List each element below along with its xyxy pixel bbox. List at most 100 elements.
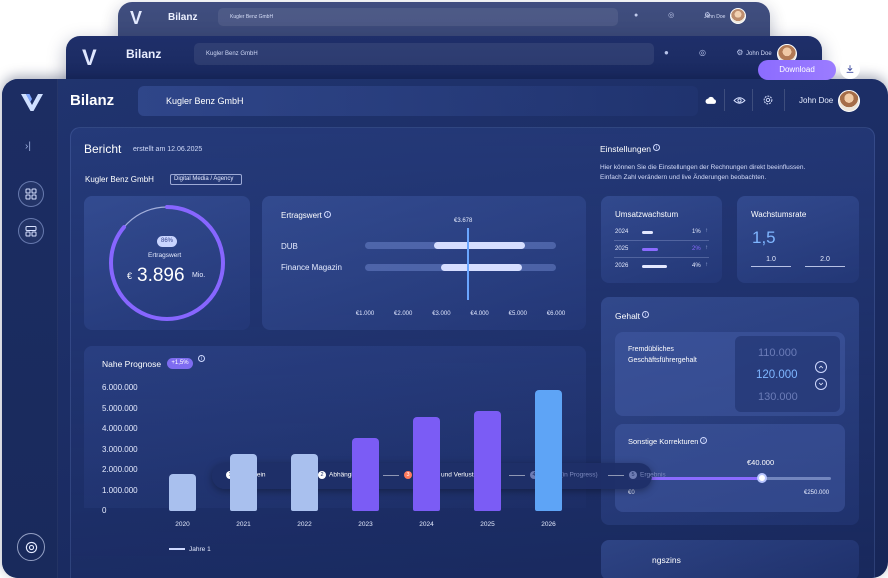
step-number-icon: 3 [404,471,412,479]
forecast-bar[interactable] [169,474,196,511]
umsatz-year: 2024 [615,229,629,235]
forecast-badge: +1,5% [167,358,193,369]
korrekturen-slider-fill [628,477,762,480]
x-axis-tick-label: 2026 [541,521,556,528]
step-item[interactable]: 3 Gewinn- und Verlustrechnung [383,471,501,479]
forecast-legend: Jahre 1 [169,546,211,553]
background-username: John Doe [746,51,772,57]
forecast-bar[interactable] [230,453,257,511]
divider [614,257,709,258]
gauge-unit: Mio. [192,272,206,279]
forecast-bar[interactable] [352,438,379,511]
zins-card [601,540,859,578]
settings-title: Einstellungen i [600,144,661,154]
arrow-up-icon: ↑ [705,228,708,234]
sidebar-modules-button[interactable] [18,218,44,244]
user-avatar[interactable] [838,90,860,112]
range-tick-label: €6.000 [546,311,566,317]
range-tick-label: €3.000 [432,311,451,317]
report-created-date: erstellt am 12.06.2025 [133,146,203,153]
gauge-percent-badge: 86% [157,236,177,247]
y-axis-tick-label: 0 [102,506,107,515]
range-bar [441,264,522,271]
wachstumsrate-option[interactable]: 1.0 [751,256,791,267]
x-axis-tick-label: 2021 [236,521,251,528]
layers-icon [25,226,37,237]
wachstumsrate-title: Wachstumsrate [751,210,807,219]
logo-icon[interactable] [20,91,44,113]
user-name[interactable]: John Doe [799,96,834,105]
x-axis-tick-label: 2023 [358,521,373,528]
salary-stepper[interactable] [735,336,840,412]
x-axis-tick-label: 2022 [297,521,312,528]
top-bar: Bilanz Kugler Benz GmbH John Doe [58,79,888,123]
step-label: Ergebnis [640,471,666,479]
salary-current-value[interactable]: 120.000 [756,369,798,381]
info-icon[interactable]: i [323,211,331,218]
ertragswert-range-card [262,196,586,330]
background-username: John Doe [704,14,726,20]
info-icon[interactable]: i [653,144,661,151]
sidebar-support-button[interactable] [17,533,45,561]
divider [614,240,709,241]
background-avatar [730,8,746,24]
step-connector [509,474,525,476]
gehalt-title: Gehalt i [615,311,650,321]
background-icons: ● ◎ ⚙ [634,12,725,19]
gear-icon[interactable] [761,93,775,107]
umsatz-bar [642,248,658,251]
korrekturen-slider-thumb[interactable] [756,473,767,483]
background-search: Kugler Benz GmbH [218,8,618,26]
info-icon[interactable]: i [642,311,650,318]
divider [752,89,753,111]
umsatz-year: 2026 [615,263,629,269]
forecast-bar[interactable] [474,410,501,511]
info-icon[interactable]: i [700,437,708,444]
forecast-bar[interactable] [413,416,440,511]
step-item[interactable]: 4 Bilanz (in Progress) [509,471,598,479]
step-number-icon: 2 [318,471,326,479]
gauge-progress-arc [109,205,225,321]
sidebar-dashboard-button[interactable] [18,181,44,207]
range-marker-line [467,228,470,300]
step-label: Bilanz (in Progress) [541,471,598,479]
wachstumsrate-value: 1,5 [752,228,776,247]
forecast-bar[interactable] [291,453,318,511]
industry-tag: Digital Media / Agency [170,174,242,185]
forecast-bar[interactable] [535,390,562,511]
arrow-up-icon: ↑ [705,262,708,268]
umsatz-year: 2025 [615,246,629,252]
zins-card-title: ngszins [652,555,681,565]
y-axis-tick-label: 6.000.000 [102,383,138,392]
background-window-title: Bilanz [168,12,198,23]
slider-min-label: €0 [628,490,635,496]
chevron-up-icon[interactable] [815,361,827,373]
logo-icon: V [130,8,143,28]
step-item[interactable]: 5 Ergebnis [608,471,666,479]
background-window-title: Bilanz [126,47,162,61]
gauge-label: Ertragswert [148,252,182,259]
chevron-down-icon[interactable] [815,378,827,390]
wachstumsrate-option[interactable]: 2.0 [805,256,845,267]
korrekturen-value: €40.000 [747,458,775,467]
forecast-title: Nahe Prognose [102,359,162,369]
salary-next-value: 130.000 [758,391,798,403]
app-window: ›| [2,79,888,578]
range-row-label: DUB [281,242,298,251]
step-connector [383,474,399,476]
eye-icon[interactable] [732,93,746,107]
step-connector [608,474,624,476]
ertragswert-gauge [109,205,225,321]
forecast-info: i [196,355,205,373]
download-icon[interactable] [840,59,860,79]
slider-max-label: €250.000 [804,490,830,496]
app-title: Bilanz [70,92,115,109]
range-marker-label: €3.678 [454,218,473,224]
umsatz-bar [642,265,667,268]
info-icon[interactable]: i [198,355,205,362]
sidebar-collapse-icon[interactable]: ›| [25,141,31,152]
company-search-field[interactable]: Kugler Benz GmbH [138,86,698,116]
cloud-icon[interactable] [704,93,718,107]
download-button[interactable]: Download [758,60,836,80]
salary-label: Geschäftsführergehalt [628,357,697,364]
